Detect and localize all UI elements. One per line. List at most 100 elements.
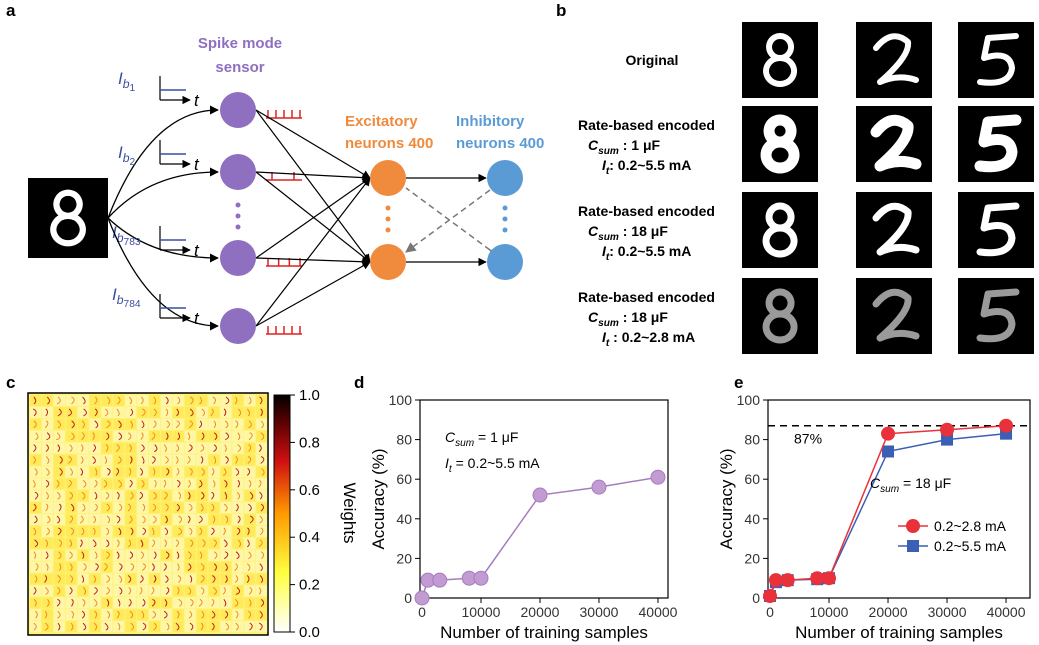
weight-cell (256, 525, 268, 537)
weight-cell (41, 525, 53, 537)
weight-stroke (165, 586, 170, 595)
encoded-image (958, 192, 1034, 268)
weight-stroke (175, 456, 179, 464)
weight-cell (30, 490, 41, 502)
weight-stroke (246, 539, 250, 548)
panel-label: b (556, 1, 566, 20)
weight-stroke (213, 444, 217, 453)
weight-cell (41, 395, 53, 406)
weight-cell (184, 406, 196, 418)
weight-cell (137, 597, 149, 609)
marker (882, 445, 895, 458)
marker (941, 433, 954, 446)
weight-cell (256, 597, 268, 609)
weight-cell (53, 418, 65, 430)
weight-stroke (259, 527, 264, 536)
weight-stroke (224, 551, 229, 560)
weight-cell (184, 609, 196, 621)
ellipsis-dot (502, 227, 508, 233)
weight-stroke (116, 610, 120, 619)
weight-stroke (177, 432, 181, 441)
weight-stroke (58, 551, 62, 560)
weight-stroke (152, 503, 157, 512)
digit-stroke (872, 288, 920, 342)
weight-cell (184, 418, 196, 430)
weight-stroke (117, 396, 121, 405)
weight-cell (208, 430, 220, 442)
weight-stroke (188, 610, 193, 619)
weight-cell (220, 621, 232, 633)
weight-stroke (258, 587, 262, 595)
weight-stroke (163, 479, 167, 488)
encoded-image-glyph (872, 202, 920, 256)
weight-cell (65, 418, 77, 430)
weight-stroke (106, 598, 110, 607)
synapse (255, 171, 371, 182)
marker (768, 573, 783, 588)
weight-stroke (45, 467, 50, 476)
weight-stroke (82, 503, 86, 512)
weight-stroke (104, 408, 109, 417)
weight-cell (89, 537, 101, 549)
subscript: b (123, 151, 130, 165)
row-title: Rate-based encoded (578, 289, 715, 305)
weight-cell (220, 502, 232, 514)
weight-stroke (153, 420, 157, 429)
weight-stroke (200, 575, 205, 583)
weight-stroke (67, 408, 72, 417)
weight-cell (89, 466, 101, 478)
weight-cell (30, 621, 41, 633)
weight-cell (172, 418, 184, 430)
weight-cell (172, 478, 184, 490)
weight-cell (160, 490, 172, 502)
weight-stroke (188, 587, 192, 595)
weight-stroke (189, 622, 194, 631)
connection (107, 167, 219, 219)
weight-cell (53, 466, 65, 478)
weight-stroke (212, 396, 216, 405)
weight-cell (77, 430, 89, 442)
weight-stroke (69, 563, 73, 571)
weight-cell (125, 395, 137, 406)
weight-cell (160, 609, 172, 621)
weight-cell (41, 597, 53, 609)
weight-stroke (165, 396, 169, 405)
encoded-image-glyph (872, 288, 920, 342)
y-tick-label: 60 (396, 471, 412, 487)
annotation: It = 0.2~5.5 mA (445, 455, 540, 475)
weight-cell (41, 454, 53, 466)
weight-cell (208, 514, 220, 525)
weight-stroke (35, 432, 39, 441)
weight-cell (196, 454, 208, 466)
weight-stroke (189, 575, 193, 583)
weight-cell (244, 621, 256, 633)
y-axis-label: Accuracy (%) (717, 448, 736, 549)
weight-stroke (176, 551, 180, 560)
weight-stroke (175, 539, 180, 548)
sensor-label: Spike mode (198, 35, 282, 52)
weight-cell (41, 478, 53, 490)
weight-cell (77, 597, 89, 609)
weight-stroke (225, 396, 230, 405)
weight-cell (125, 549, 137, 561)
weight-stroke (166, 622, 170, 631)
reference-label: 87% (794, 431, 822, 447)
annotation: Csum = 1 μF (445, 429, 518, 449)
weight-cell (53, 490, 65, 502)
weight-stroke (69, 586, 73, 595)
weight-stroke (106, 515, 111, 524)
weight-stroke (260, 551, 265, 560)
weight-cell (41, 514, 53, 525)
weight-stroke (178, 515, 183, 524)
weight-stroke (92, 444, 97, 452)
weight-cell (220, 490, 232, 502)
weight-cell (77, 585, 89, 597)
weight-stroke (34, 468, 38, 476)
weight-cell (77, 406, 89, 418)
weight-stroke (224, 575, 228, 583)
weight-stroke (152, 515, 157, 524)
weight-cell (244, 490, 256, 502)
weight-stroke (56, 586, 61, 595)
excitatory-neuron (370, 244, 406, 280)
weight-cell (184, 561, 196, 573)
